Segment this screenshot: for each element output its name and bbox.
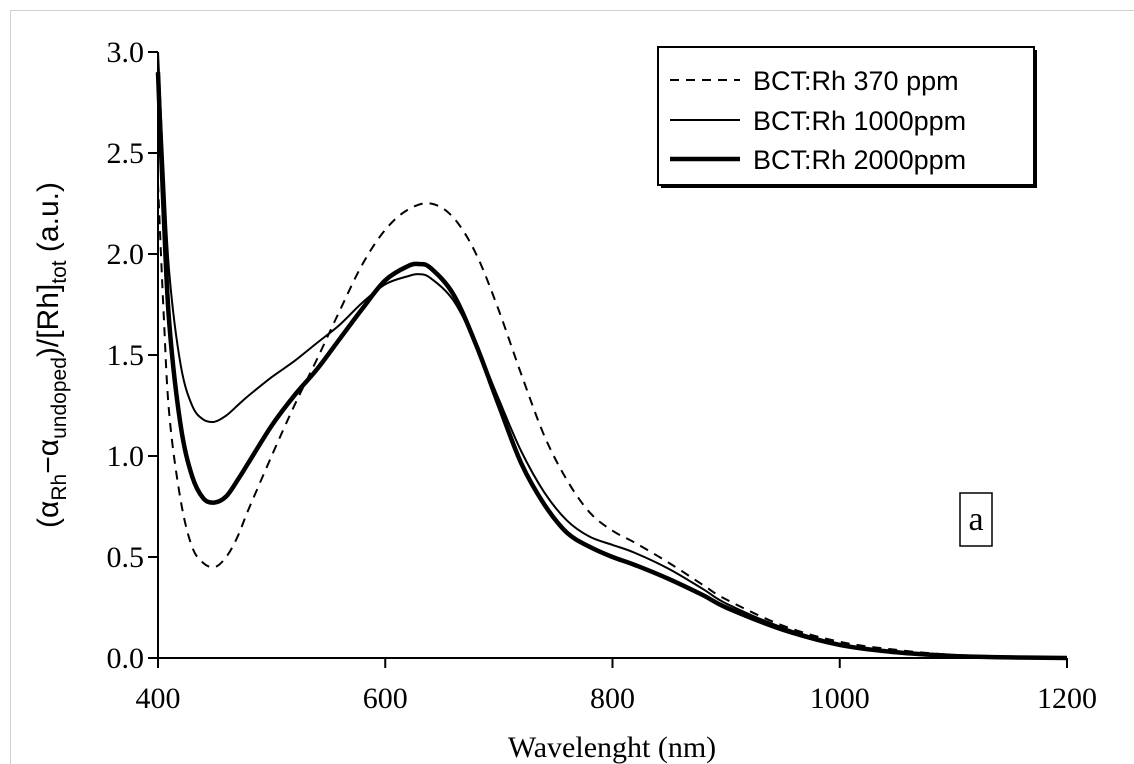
legend-label-2000: BCT:Rh 2000ppm (753, 145, 966, 175)
ticks: 400 600 800 1000 1200 0.0 0.5 1.0 1.5 2.0 2.5 3.0 (107, 36, 1098, 715)
y-tick-label: 0.0 (107, 642, 145, 675)
x-tick-label: 1000 (810, 682, 870, 715)
legend-box (657, 46, 1035, 186)
figure-frame (10, 10, 1134, 764)
panel-label-box (959, 492, 993, 547)
x-axis-title: Wavelenght (nm) (508, 731, 716, 764)
series-layer (155, 51, 1068, 661)
y-tick-label: 2.0 (107, 238, 145, 271)
legend: BCT:Rh 370 ppm BCT:Rh 1000ppm BCT:Rh 200… (657, 46, 1037, 188)
series-line-1 (157, 183, 1068, 659)
x-tick-label: 1200 (1037, 682, 1097, 715)
legend-label-1000: BCT:Rh 1000ppm (753, 106, 966, 136)
y-tick-label: 0.5 (107, 541, 145, 574)
x-tick-label: 800 (590, 682, 635, 715)
y-tick-label: 3.0 (107, 36, 145, 69)
series-line-3 (155, 72, 1068, 661)
panel-label-text: a (968, 501, 983, 538)
y-tick-label: 2.5 (107, 137, 145, 170)
panel-label: a (959, 492, 993, 547)
y-axis-title: (αRh−αundoped)/[Rh]tot (a.u.) (32, 182, 71, 528)
x-tick-label: 600 (363, 682, 408, 715)
legend-label-370: BCT:Rh 370 ppm (753, 66, 959, 96)
y-tick-label: 1.5 (107, 339, 145, 372)
series-line-2 (157, 51, 1068, 659)
x-tick-label: 400 (136, 682, 181, 715)
y-tick-label: 1.0 (107, 440, 145, 473)
